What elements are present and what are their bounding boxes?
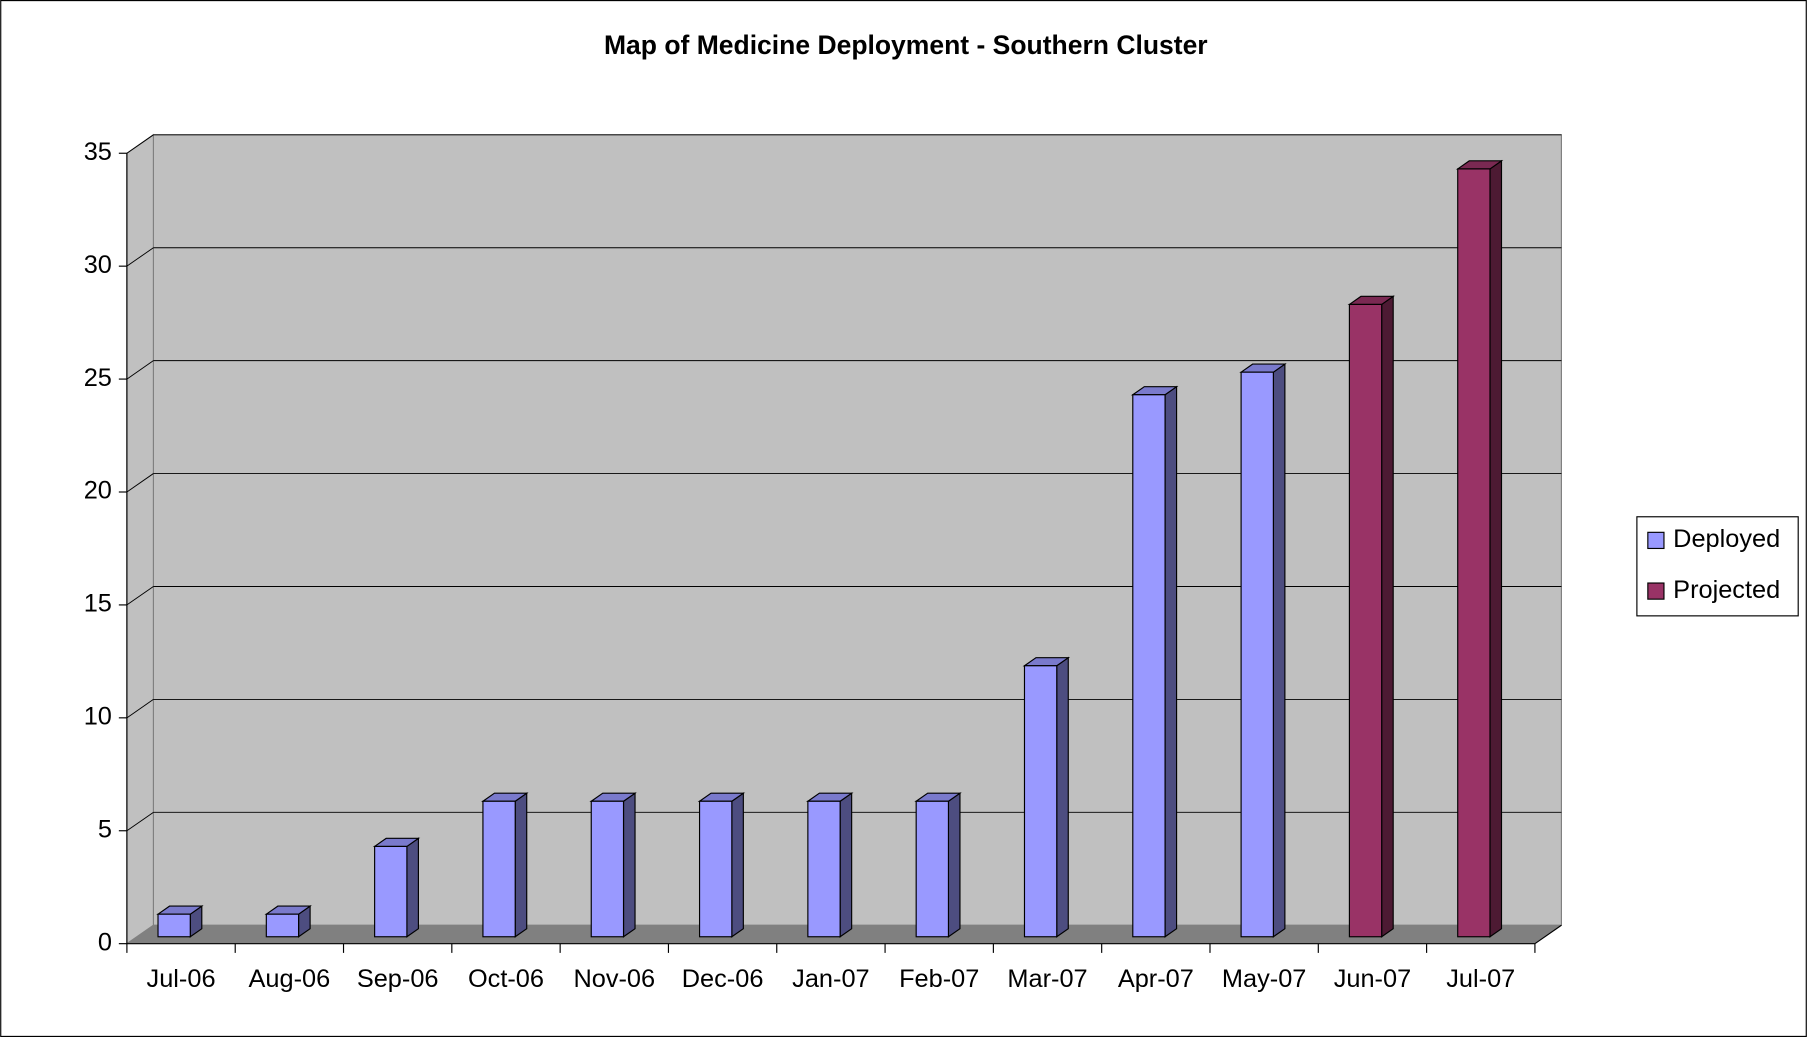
legend-label: Deployed — [1673, 525, 1780, 553]
bar — [1240, 371, 1274, 938]
y-tick-label: 30 — [84, 251, 112, 279]
y-tick-label: 5 — [98, 815, 112, 843]
bar-side — [1381, 295, 1394, 938]
x-tick-label: Nov-06 — [573, 965, 655, 993]
grid-line — [126, 811, 154, 832]
x-tick-label: Oct-06 — [468, 965, 544, 993]
bar — [1132, 394, 1166, 938]
bar-side — [1272, 362, 1286, 938]
bar — [374, 845, 408, 938]
x-tick-label: Jul-07 — [1446, 965, 1515, 993]
bar-side — [947, 792, 961, 938]
bar — [590, 800, 625, 938]
x-tick-label: Feb-07 — [899, 965, 979, 993]
y-tick-label: 0 — [98, 928, 112, 956]
bar-side — [406, 837, 419, 938]
grid-line — [126, 473, 154, 493]
bar — [915, 800, 950, 938]
chart-title: Map of Medicine Deployment - Southern Cl… — [604, 30, 1208, 60]
y-tick-label: 10 — [84, 703, 112, 731]
bar-side — [514, 792, 528, 938]
x-tick-label: Jan-07 — [792, 965, 869, 993]
x-tick-label: Jun-07 — [1334, 965, 1411, 993]
axis-edge — [1534, 924, 1562, 945]
bar-side — [622, 792, 636, 938]
grid-line — [126, 134, 154, 154]
bar — [807, 800, 841, 938]
x-tick-label: Dec-06 — [682, 965, 764, 993]
bar — [482, 800, 516, 938]
y-tick-label: 25 — [84, 364, 112, 392]
x-tick-label: Aug-06 — [249, 965, 331, 993]
bar — [1348, 303, 1383, 938]
x-tick-label: Apr-07 — [1118, 965, 1194, 993]
y-tick-label: 15 — [84, 590, 112, 618]
grid-line — [126, 586, 154, 606]
bar — [265, 913, 300, 938]
grid-line — [126, 699, 154, 719]
side-wall — [126, 133, 154, 945]
y-tick-label: 20 — [84, 477, 112, 505]
bar-side — [1164, 385, 1178, 938]
bar — [698, 800, 733, 938]
bar — [157, 913, 191, 938]
grid-line — [126, 360, 154, 380]
legend-swatch — [1647, 582, 1665, 600]
bar-side — [1056, 656, 1069, 938]
bar — [1023, 665, 1058, 938]
legend-swatch — [1647, 531, 1665, 550]
bar — [1457, 168, 1491, 938]
legend-label: Projected — [1673, 576, 1780, 604]
bar-side — [731, 792, 744, 938]
grid-line — [126, 247, 154, 267]
bar-side — [1489, 159, 1503, 938]
x-tick-label: Mar-07 — [1007, 965, 1087, 993]
y-tick-label: 35 — [84, 138, 112, 166]
x-tick-label: Jul-06 — [147, 965, 216, 993]
bar-side — [839, 792, 853, 938]
x-tick-label: May-07 — [1222, 965, 1306, 993]
x-tick-label: Sep-06 — [357, 965, 439, 993]
